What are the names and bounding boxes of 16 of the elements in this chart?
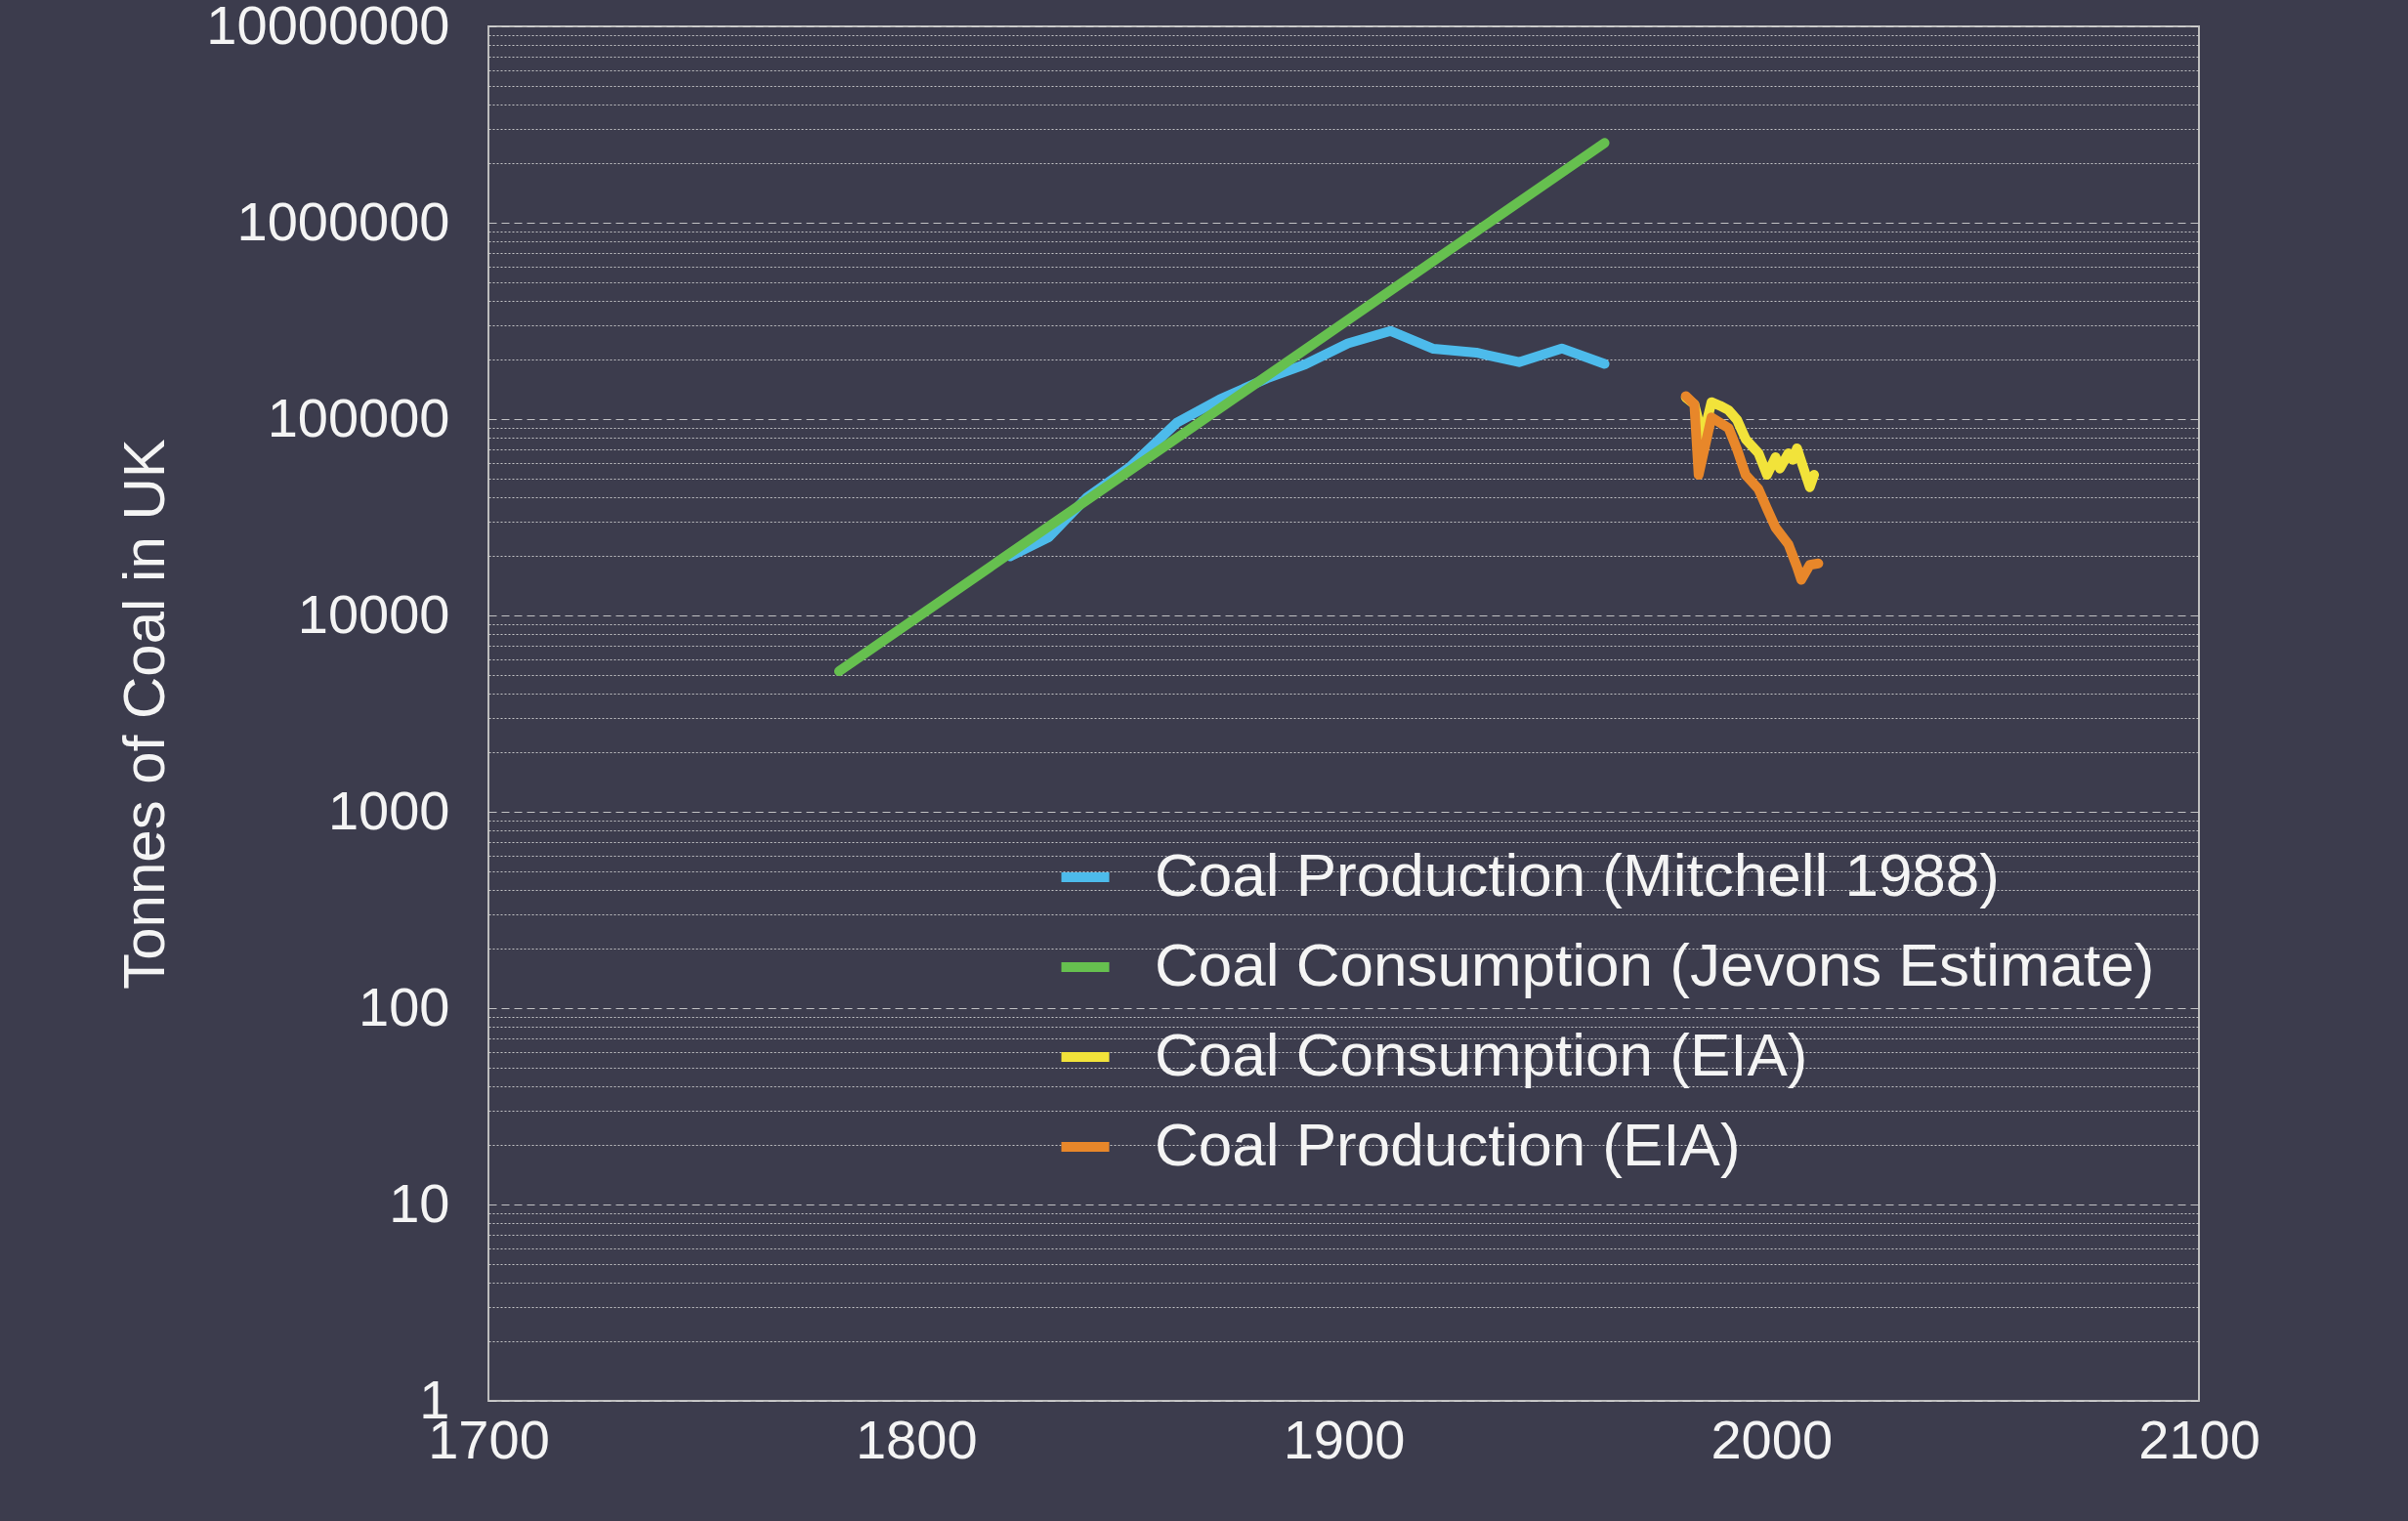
y-tick-label: 100 [359, 975, 450, 1037]
y-tick-label: 1000000 [236, 190, 450, 252]
x-tick-label: 1900 [1283, 1408, 1406, 1470]
x-tick-label: 2000 [1711, 1408, 1834, 1470]
legend-label: Coal Production (EIA) [1155, 1111, 1741, 1178]
y-axis-title: Tonnes of Coal in UK [110, 439, 177, 990]
y-tick-label: 1000 [327, 779, 450, 841]
y-tick-label: 10 [389, 1171, 450, 1234]
legend-label: Coal Consumption (Jevons Estimate) [1155, 931, 2155, 998]
legend-label: Coal Production (Mitchell 1988) [1155, 841, 2000, 908]
y-tick-label: 10000000 [206, 0, 450, 56]
legend-label: Coal Consumption (EIA) [1155, 1021, 1808, 1088]
y-tick-label: 100000 [267, 386, 450, 448]
y-tick-label: 10000 [297, 582, 450, 645]
x-tick-label: 2100 [2138, 1408, 2260, 1470]
x-tick-label: 1800 [855, 1408, 978, 1470]
